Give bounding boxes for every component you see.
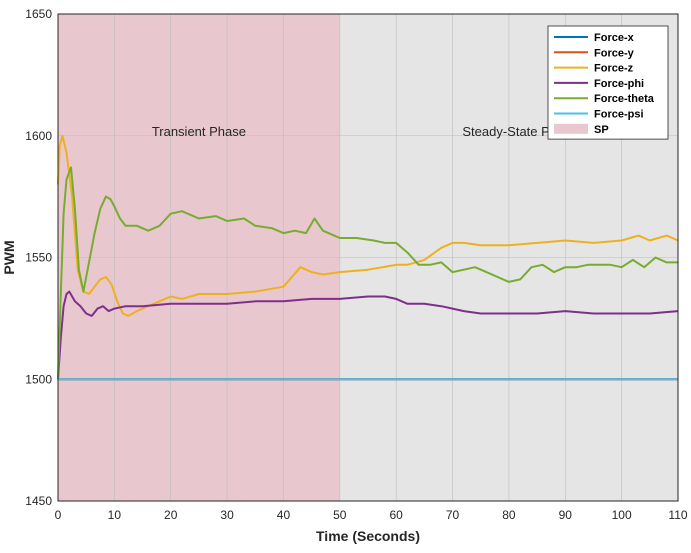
x-tick-label: 10 [108,508,122,522]
transient-phase-label: Transient Phase [152,124,246,139]
x-axis-label: Time (Seconds) [316,528,420,544]
legend-label: Force-psi [594,109,644,121]
tick-labels: 0 10 20 30 40 50 60 70 80 90 100 110 1450 1500 1550 160… [25,7,688,522]
series-line-force-phi [57,290,679,380]
y-axis-label: PWM [1,240,17,274]
x-tick-label: 30 [220,508,234,522]
y-tick-label: 1450 [25,494,52,508]
legend-label: Force-x [594,32,635,44]
legend-label: Force-y [594,47,635,59]
legend-label: Force-z [594,63,634,75]
y-tick-label: 1600 [25,129,52,143]
series-lines [57,134,679,381]
y-tick-label: 1650 [25,7,52,21]
legend-label: SP [594,124,609,136]
x-tick-label: 60 [390,508,404,522]
x-tick-label: 80 [502,508,516,522]
series-line-force-theta [57,166,678,380]
y-tick-label: 1500 [25,372,52,386]
plot-frame [57,13,679,502]
x-tick-label: 20 [164,508,178,522]
legend-label: Force-phi [594,78,644,90]
legend-swatch [554,123,588,134]
legend-label: Force-theta [594,93,655,105]
x-tick-label: 70 [446,508,460,522]
legend: Force-x Force-y Force-z Force-phi Force-thet… [547,25,669,140]
y-tick-label: 1550 [25,251,52,265]
x-tick-label: 90 [559,508,573,522]
x-tick-label: 40 [277,508,291,522]
x-tick-label: 110 [668,508,687,522]
x-tick-label: 0 [55,508,62,522]
x-tick-label: 50 [333,508,347,522]
series-line-force-z [57,134,679,317]
x-tick-label: 100 [612,508,632,522]
